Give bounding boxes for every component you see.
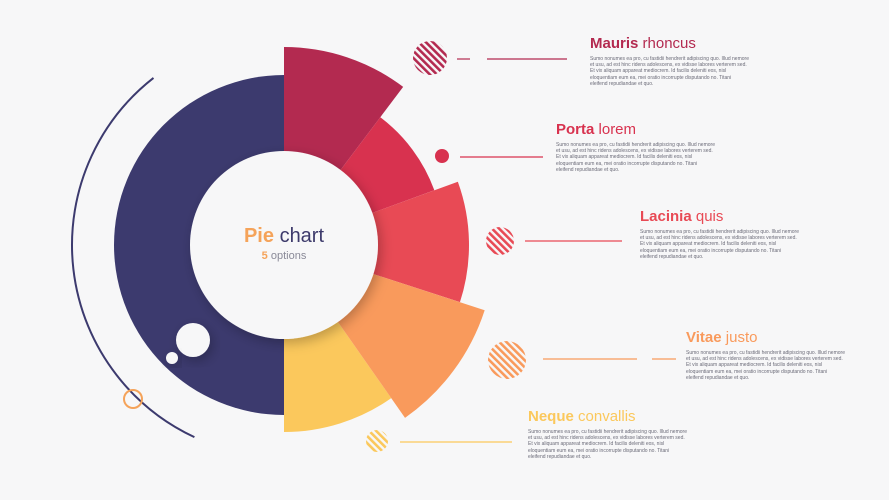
option-title-bold: Neque — [528, 408, 574, 425]
option-title: Mauris rhoncus — [590, 35, 750, 53]
option-description: Sumo nonumes ea pro, cu fastidii hendrer… — [640, 229, 799, 260]
center-label: Pie chart 5 options — [190, 225, 378, 262]
option-title: Vitae justo — [686, 329, 846, 347]
center-subtitle-rest: options — [270, 250, 307, 262]
marker-1-icon — [413, 41, 447, 75]
option-title-bold: Vitae — [686, 329, 722, 346]
small-ring-decoration — [123, 389, 143, 409]
option-description: Sumo nonumes ea pro, cu fastidii hendrer… — [528, 429, 687, 460]
option-title: Lacinia quis — [640, 208, 800, 226]
center-title-accent: Pie — [243, 225, 274, 247]
center-title-rest: chart — [279, 225, 325, 247]
option-title-bold: Mauris — [590, 35, 639, 52]
option-4: Vitae justo Sumo nonumes ea pro, cu fast… — [686, 329, 846, 381]
marker-4-icon — [488, 341, 526, 379]
option-5: Neque convallis Sumo nonumes ea pro, cu … — [528, 408, 688, 460]
option-title-bold: Lacinia — [640, 208, 692, 225]
marker-2-icon — [435, 149, 449, 163]
option-1: Mauris rhoncus Sumo nonumes ea pro, cu f… — [590, 35, 750, 87]
center-subtitle: 5 options — [190, 250, 378, 262]
option-2: Porta lorem Sumo nonumes ea pro, cu fast… — [556, 121, 716, 173]
option-title: Porta lorem — [556, 121, 716, 139]
option-title-rest: lorem — [598, 121, 637, 138]
option-title-rest: justo — [725, 329, 758, 346]
option-title-rest: quis — [695, 208, 724, 225]
marker-5-icon — [366, 430, 388, 452]
option-description: Sumo nonumes ea pro, cu fastidii hendrer… — [590, 56, 749, 87]
option-title-bold: Porta — [556, 121, 595, 138]
center-circle — [190, 151, 378, 339]
center-title: Pie chart — [190, 225, 378, 248]
marker-3-icon — [486, 227, 514, 255]
option-description: Sumo nonumes ea pro, cu fastidii hendrer… — [686, 350, 845, 381]
option-title-rest: convallis — [578, 408, 636, 425]
option-title: Neque convallis — [528, 408, 688, 426]
bubble-decoration-small — [166, 352, 178, 364]
center-subtitle-accent: 5 — [261, 250, 268, 262]
option-description: Sumo nonumes ea pro, cu fastidii hendrer… — [556, 142, 715, 173]
option-3: Lacinia quis Sumo nonumes ea pro, cu fas… — [640, 208, 800, 260]
bubble-decoration — [176, 323, 210, 357]
option-title-rest: rhoncus — [642, 35, 696, 52]
